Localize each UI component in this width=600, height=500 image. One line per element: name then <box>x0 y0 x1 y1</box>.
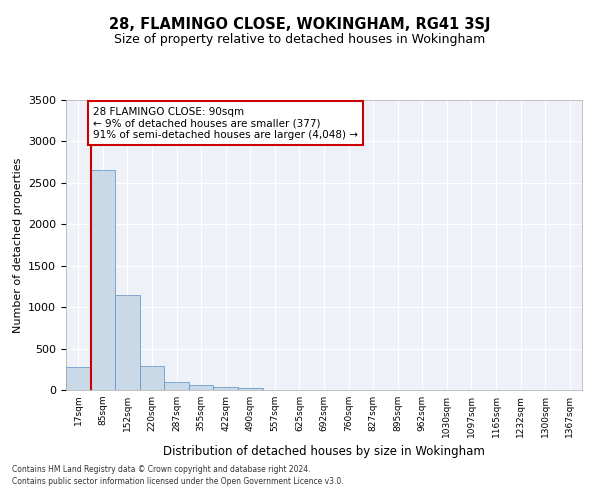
Text: Contains public sector information licensed under the Open Government Licence v3: Contains public sector information licen… <box>12 477 344 486</box>
Text: Size of property relative to detached houses in Wokingham: Size of property relative to detached ho… <box>115 32 485 46</box>
Text: 28, FLAMINGO CLOSE, WOKINGHAM, RG41 3SJ: 28, FLAMINGO CLOSE, WOKINGHAM, RG41 3SJ <box>109 18 491 32</box>
Bar <box>164 382 189 390</box>
Bar <box>214 386 238 390</box>
Text: 28 FLAMINGO CLOSE: 90sqm
← 9% of detached houses are smaller (377)
91% of semi-d: 28 FLAMINGO CLOSE: 90sqm ← 9% of detache… <box>93 106 358 140</box>
Bar <box>115 294 140 390</box>
Bar <box>66 367 91 390</box>
Bar <box>238 388 263 390</box>
X-axis label: Distribution of detached houses by size in Wokingham: Distribution of detached houses by size … <box>163 446 485 458</box>
Text: Contains HM Land Registry data © Crown copyright and database right 2024.: Contains HM Land Registry data © Crown c… <box>12 466 311 474</box>
Bar <box>140 366 164 390</box>
Bar <box>189 385 214 390</box>
Y-axis label: Number of detached properties: Number of detached properties <box>13 158 23 332</box>
Bar <box>91 170 115 390</box>
